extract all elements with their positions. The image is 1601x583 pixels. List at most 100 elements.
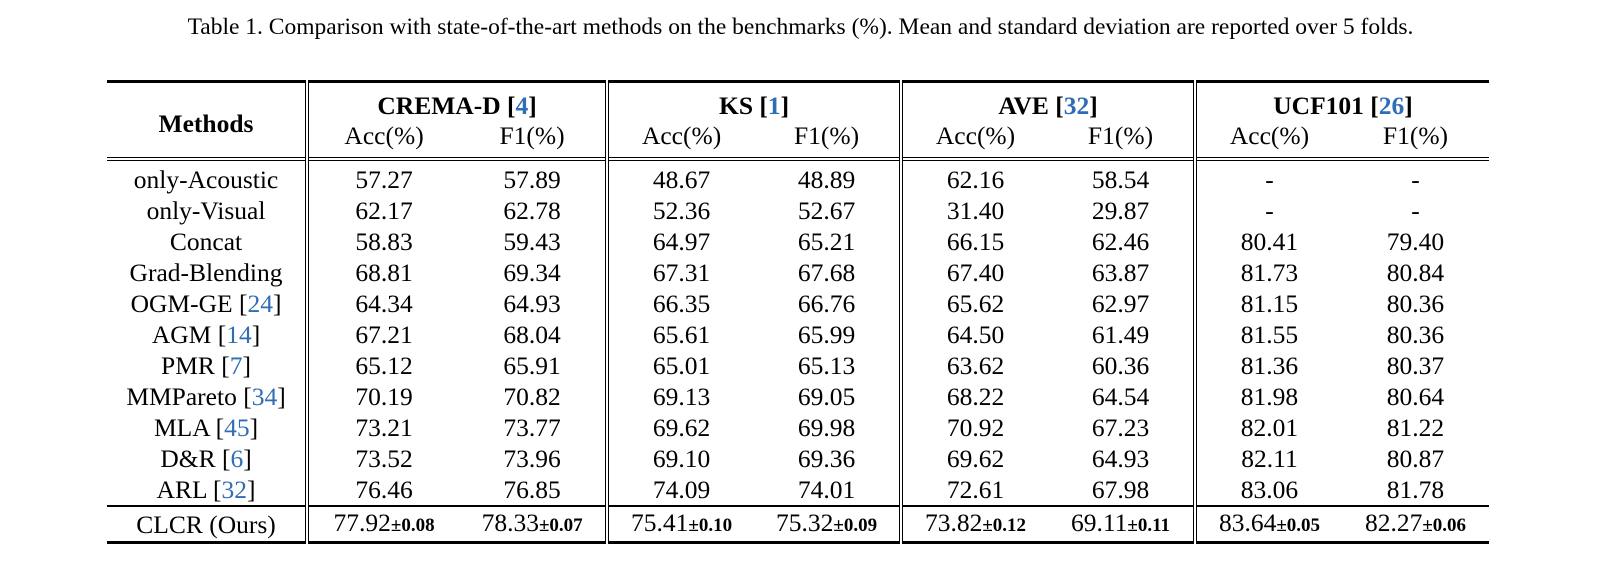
value-cell: 70.19 [355,382,413,411]
value-cell: 66.35 [652,289,711,318]
value-cell: 66.15 [946,227,1005,256]
value-cell: 65.62 [946,289,1005,318]
method-name: Concat [169,227,243,256]
dataset-header-ave: AVE [32] [901,81,1197,121]
citation-link[interactable]: 6 [230,444,244,473]
value-cell: 63.62 [946,351,1005,380]
value-cell: 57.27 [355,165,413,194]
mean-value: 82.27 [1364,508,1423,537]
dataset-header-ks: KS [1] [607,81,904,121]
mean-value: 83.64 [1218,508,1277,537]
value-cell: 81.55 [1240,320,1299,349]
table-row: PMR [7] 65.12 65.91 65.01 65.13 63.62 60.36 81.… [107,350,1489,381]
value-cell: 80.87 [1386,444,1445,473]
value-cell: 48.67 [652,165,711,194]
method-cell: PMR [7] [107,350,310,381]
value-cell: 83.06 [1240,475,1299,504]
value-cell: 79.40 [1386,227,1445,256]
value-cell: 65.01 [652,351,711,380]
citation-link[interactable]: 26 [1378,91,1405,120]
value-cell: - [1265,165,1274,194]
citation-bracket: ] [251,320,261,349]
value-cell: 80.37 [1386,351,1445,380]
citation-link[interactable]: 14 [226,320,252,349]
value-cell: 72.61 [946,475,1005,504]
value-cell: 69.11±0.11 [1048,506,1197,543]
value-cell: 67.23 [1048,412,1197,443]
value-cell: 83.64±0.05 [1195,506,1342,543]
value-cell: 73.82±0.12 [901,506,1048,543]
value-cell: 70.92 [946,413,1005,442]
value-cell: 69.10 [652,444,711,473]
value-cell: 64.34 [355,289,413,318]
value-cell: 67.40 [946,258,1005,287]
table-body: only-Acoustic 57.27 57.89 48.67 48.89 62.16 58… [107,159,1489,543]
value-cell: 29.87 [1048,195,1197,226]
citation-link[interactable]: 45 [224,413,250,442]
f1-header: F1(%) [754,121,904,159]
value-cell: 65.13 [754,350,904,381]
value-cell: 64.93 [1048,443,1197,474]
value-cell: 52.67 [754,195,904,226]
dataset-header-ucf101: UCF101 [26] [1273,91,1413,120]
method-cell: MMPareto [34] [107,381,310,412]
method-name: MLA [ [153,413,225,442]
method-cell: only-Visual [107,195,310,226]
value-cell: 74.09 [652,475,711,504]
value-cell: 69.62 [946,444,1005,473]
value-cell: 80.36 [1386,289,1445,318]
method-name: ARL [ [156,475,222,504]
method-name: only-Visual [146,196,266,225]
table-row: D&R [6] 73.52 73.96 69.10 69.36 69.62 64.93 82.… [107,443,1489,474]
value-cell: 62.17 [355,196,413,225]
f1-header: F1(%) [1382,121,1449,150]
value-cell: 80.84 [1386,258,1445,287]
value-cell: 78.33±0.07 [459,506,610,543]
std-value: ±0.10 [688,515,733,536]
value-cell: 65.61 [652,320,711,349]
value-cell: 64.93 [459,288,610,319]
citation-bracket: ] [246,475,256,504]
value-cell: 80.41 [1240,227,1299,256]
value-cell: 81.22 [1386,413,1445,442]
method-cell: ARL [32] [107,474,310,506]
citation-link[interactable]: 32 [1063,91,1090,120]
value-cell: 81.98 [1240,382,1299,411]
value-cell: 66.76 [754,288,904,319]
acc-header: Acc(%) [344,121,424,150]
value-cell: 82.27±0.06 [1342,506,1489,543]
methods-header: Methods [107,81,310,159]
std-value: ±0.07 [538,515,583,536]
f1-header: F1(%) [1048,121,1197,159]
std-value: ±0.06 [1422,515,1467,536]
citation-link[interactable]: 4 [515,91,529,120]
value-cell: - [1265,196,1274,225]
mean-value: 77.92 [333,508,391,537]
value-cell: 76.46 [355,475,413,504]
value-cell: 65.91 [459,350,610,381]
value-cell: 81.78 [1386,475,1445,504]
table-row: OGM-GE [24] 64.34 64.93 66.35 66.76 65.62 62.9… [107,288,1489,319]
citation-link[interactable]: 32 [221,475,247,504]
std-value: ±0.05 [1276,515,1321,536]
citation-link[interactable]: 34 [251,382,278,411]
value-cell: 60.36 [1048,350,1197,381]
citation-link[interactable]: 7 [229,351,243,380]
citation-bracket: ] [242,351,252,380]
value-cell: 65.12 [355,351,413,380]
value-cell: 75.32±0.09 [754,506,904,543]
citation-link[interactable]: 1 [767,91,781,120]
value-cell: 81.15 [1240,289,1299,318]
table-row: only-Visual 62.17 62.78 52.36 52.67 31.40 29.8… [107,195,1489,226]
citation-link[interactable]: 24 [247,289,273,318]
value-cell: 81.36 [1240,351,1299,380]
value-cell: 57.89 [459,159,610,195]
table-caption: Table 1. Comparison with state-of-the-ar… [187,14,1414,40]
mean-value: 78.33 [481,508,539,537]
table-row: MMPareto [34] 70.19 70.82 69.13 69.05 68.22 64… [107,381,1489,412]
value-cell: 69.98 [754,412,904,443]
std-value: ±0.12 [982,515,1027,536]
method-name: MMPareto [ [126,382,252,411]
table-row: MLA [45] 73.21 73.77 69.62 69.98 70.92 67.23 82… [107,412,1489,443]
value-cell: 61.49 [1048,319,1197,350]
